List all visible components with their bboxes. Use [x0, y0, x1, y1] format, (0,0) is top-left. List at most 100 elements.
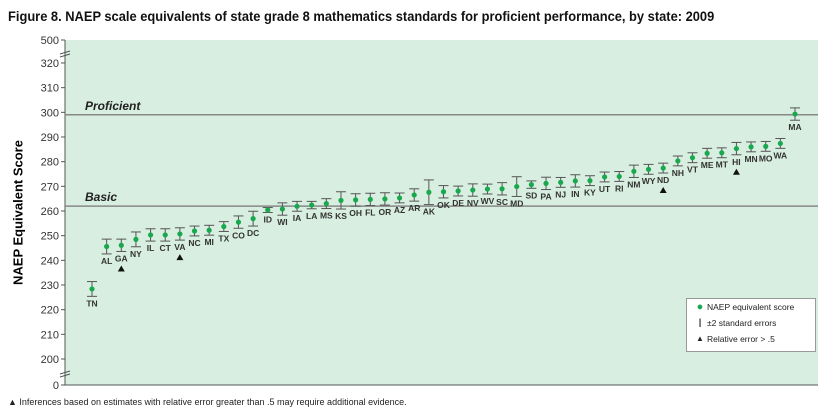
data-point: [177, 231, 183, 237]
data-point: [440, 189, 447, 195]
axis-break-icon: [59, 50, 71, 58]
state-label: ND: [657, 175, 669, 185]
state-label: NV: [467, 198, 479, 208]
state-label: WY: [642, 176, 656, 186]
data-point: [470, 187, 476, 193]
data-point: [543, 180, 549, 186]
data-point: [338, 197, 344, 203]
state-label: ID: [264, 214, 273, 224]
state-label: OH: [349, 208, 362, 218]
data-point: [484, 186, 491, 192]
data-point: [528, 182, 534, 188]
state-label: AK: [423, 207, 436, 217]
state-label: NH: [672, 168, 684, 178]
data-point: [426, 189, 432, 195]
data-point: [147, 232, 154, 238]
data-point: [763, 143, 769, 149]
y-tick-label: 500: [41, 35, 59, 47]
data-point: [631, 168, 637, 174]
data-point: [250, 216, 256, 222]
footnote: ▲ Inferences based on estimates with rel…: [8, 397, 407, 407]
data-point: [133, 236, 139, 242]
y-tick-label: 200: [41, 354, 59, 366]
state-label: AL: [101, 256, 112, 266]
y-tick-label: 250: [41, 231, 59, 243]
data-point: [353, 197, 359, 203]
y-tick-label: 210: [41, 329, 59, 341]
data-point: [294, 203, 300, 209]
state-label: DC: [247, 228, 259, 238]
state-label: RI: [615, 183, 624, 193]
data-point: [382, 196, 388, 202]
data-point: [104, 243, 110, 250]
data-point: [572, 178, 578, 184]
data-point: [777, 140, 783, 147]
data-point: [719, 150, 725, 156]
data-point: [323, 201, 329, 207]
legend-item-se: I ±2 standard errors: [687, 315, 815, 331]
state-label: CO: [232, 230, 245, 240]
state-label: DE: [452, 198, 464, 208]
state-label: TN: [86, 298, 97, 308]
data-point: [309, 202, 315, 208]
state-label: NC: [188, 238, 200, 248]
data-point: [616, 173, 622, 180]
state-label: MO: [759, 153, 773, 163]
state-label: GA: [115, 253, 128, 263]
data-point: [265, 207, 271, 213]
state-label: MI: [204, 237, 213, 247]
state-label: FL: [365, 208, 375, 218]
data-point: [602, 174, 608, 180]
data-point: [733, 145, 740, 152]
y-tick-label: 220: [41, 305, 59, 317]
data-point: [499, 186, 505, 192]
state-label: NY: [130, 249, 142, 259]
data-point: [558, 179, 564, 185]
chart-title: Figure 8. NAEP scale equivalents of stat…: [8, 8, 715, 24]
data-point: [162, 232, 168, 238]
state-label: SC: [496, 197, 508, 207]
state-label: UT: [599, 184, 611, 194]
data-point: [191, 228, 198, 234]
data-point: [645, 166, 652, 172]
data-point: [235, 219, 242, 225]
data-point: [748, 144, 754, 150]
state-label: NM: [627, 179, 640, 189]
legend-item-relerr: ▲ Relative error > .5: [687, 331, 815, 347]
state-label: OK: [437, 200, 451, 210]
y-tick-label: 290: [41, 132, 59, 144]
data-point: [587, 178, 593, 184]
state-label: MA: [788, 122, 801, 132]
state-label: PA: [540, 192, 551, 202]
data-point: [89, 286, 95, 292]
state-label: CT: [160, 243, 172, 253]
y-tick-label: 270: [41, 181, 59, 193]
legend-item-score: ● NAEP equivalent score: [687, 299, 815, 315]
state-label: SD: [525, 190, 537, 200]
state-label: VT: [687, 165, 699, 175]
state-label: IL: [147, 243, 155, 253]
y-tick-label: 230: [41, 280, 59, 292]
state-label: WI: [277, 217, 287, 227]
state-label: HI: [732, 157, 741, 167]
state-label: TX: [218, 233, 229, 243]
state-label: MD: [510, 198, 523, 208]
state-label: AR: [408, 203, 420, 213]
data-point: [660, 165, 666, 171]
y-tick-label: 320: [41, 58, 59, 70]
data-point: [206, 227, 212, 233]
data-point: [396, 195, 403, 201]
reference-line-label: Basic: [85, 190, 117, 204]
data-point: [689, 155, 696, 161]
y-tick-label: 310: [41, 83, 59, 95]
data-point: [411, 192, 417, 198]
reference-line-label: Proficient: [85, 99, 141, 113]
relative-error-triangle: [176, 254, 184, 261]
state-label: VA: [174, 242, 185, 252]
state-label: WV: [481, 196, 495, 206]
relative-error-triangle: [732, 168, 740, 175]
legend: ● NAEP equivalent score I ±2 standard erro…: [686, 298, 816, 352]
dot-icon: ●: [696, 301, 704, 313]
state-label: IN: [571, 189, 580, 199]
state-label: WA: [774, 150, 788, 160]
